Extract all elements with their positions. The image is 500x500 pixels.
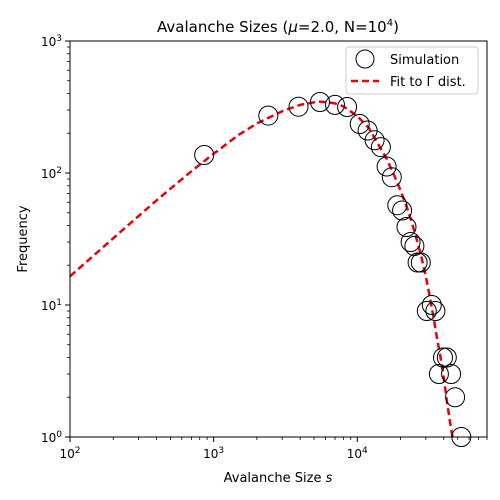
simulation-point [370, 137, 391, 158]
simulation-point [428, 364, 449, 384]
simulation-point [421, 295, 442, 315]
simulation-point [381, 167, 402, 188]
simulation-point [325, 94, 345, 115]
x-tick-label: 104 [347, 446, 368, 461]
ticks-layer: 102 103 104 100 101 102 103 [41, 34, 488, 461]
simulation-point [433, 347, 453, 368]
simulation-point [310, 92, 330, 112]
simulation-point [376, 156, 397, 177]
x-tick-label: 103 [203, 446, 224, 461]
simulation-point [410, 252, 431, 273]
y-tick-label: 101 [41, 298, 62, 313]
simulation-point [392, 200, 413, 221]
simulation-point [364, 130, 385, 151]
simulation-point [416, 301, 437, 321]
y-tick-label: 100 [41, 430, 62, 445]
simulation-point [387, 195, 408, 216]
simulation-point [194, 145, 215, 165]
plot-frame [69, 40, 488, 438]
simulation-point [436, 347, 457, 368]
simulation-point [337, 97, 358, 117]
y-tick-label: 102 [41, 166, 62, 181]
simulation-points-layer [194, 92, 472, 447]
legend: Simulation Fit to Γ dist. [345, 46, 479, 95]
simulation-point [400, 232, 421, 252]
legend-label-simulation: Simulation [390, 53, 459, 68]
simulation-point [441, 364, 462, 384]
simulation-point [396, 217, 417, 237]
x-axis-label: Avalanche Size s [224, 471, 333, 486]
y-tick-label: 103 [41, 34, 62, 49]
chart-title: Avalanche Sizes (μ=2.0, N=104) [157, 18, 399, 36]
simulation-point [288, 96, 309, 117]
x-tick-label: 102 [59, 446, 80, 461]
simulation-point [425, 301, 446, 321]
fit-curve-layer [69, 100, 454, 438]
legend-marker-simulation [355, 49, 375, 69]
simulation-point [258, 105, 279, 126]
y-axis-label: Frequency [16, 205, 31, 272]
simulation-point [445, 387, 466, 408]
simulation-point [407, 252, 428, 273]
legend-label-fit: Fit to Γ dist. [390, 75, 466, 90]
fit-curve [69, 100, 454, 438]
simulation-point [349, 114, 370, 134]
simulation-point [357, 120, 378, 141]
